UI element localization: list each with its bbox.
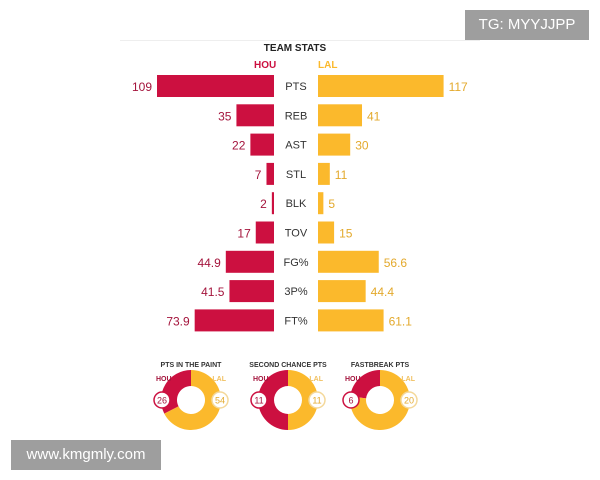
watermark-bottom: www.kmgmly.com <box>11 440 161 470</box>
slice-lal <box>288 370 319 430</box>
category-label: AST <box>285 140 307 152</box>
donut-value-badge <box>211 391 229 409</box>
value-label-lal: 5 <box>328 197 335 211</box>
donut-label-lal: LAL <box>309 376 323 383</box>
bar-lal-FT% <box>318 309 384 332</box>
value-label-hou: 2 <box>260 197 267 211</box>
category-label: REB <box>285 110 308 122</box>
bar-hou-FT% <box>194 309 274 332</box>
donut-value-lal: 20 <box>404 396 414 406</box>
donut-value-hou: 11 <box>254 396 263 406</box>
donut-value-badge <box>153 391 171 409</box>
value-label-hou: 17 <box>237 227 251 241</box>
legend-lal: LAL <box>318 60 338 71</box>
slice-lal <box>350 370 410 430</box>
bar-hou-BLK <box>271 192 274 215</box>
legend-hou: HOU <box>254 60 277 71</box>
slice-hou <box>258 370 288 430</box>
category-label: BLK <box>286 198 307 210</box>
bar-lal-BLK <box>318 192 324 215</box>
donut-title: SECOND CHANCE PTS <box>249 362 327 369</box>
value-label-hou: 73.9 <box>166 314 190 328</box>
divider <box>120 40 480 41</box>
value-label-hou: 109 <box>132 80 152 94</box>
bar-hou-TOV <box>255 221 274 244</box>
donut-label-hou: HOU <box>156 376 172 383</box>
bar-lal-TOV <box>318 221 335 244</box>
value-label-hou: 44.9 <box>197 256 221 270</box>
donut-value-badge <box>250 391 268 409</box>
value-label-lal: 44.4 <box>371 285 395 299</box>
donut-value-badge <box>400 391 418 409</box>
bar-lal-PTS <box>318 75 444 97</box>
bar-hou-REB <box>236 104 274 127</box>
bar-lal-REB <box>318 104 363 127</box>
bar-hou-3P% <box>229 280 274 303</box>
bar-lal-FG% <box>318 250 379 273</box>
value-label-lal: 30 <box>355 139 369 153</box>
donut-label-hou: HOU <box>345 376 361 383</box>
bar-lal-3P% <box>318 280 366 303</box>
value-label-hou: 22 <box>232 139 246 153</box>
chart-title: TEAM STATS <box>263 43 327 54</box>
donut-value-lal: 11 <box>312 396 321 406</box>
donut-value-hou: 26 <box>157 396 167 406</box>
value-label-lal: 11 <box>335 168 348 182</box>
value-label-hou: 7 <box>255 168 262 182</box>
bar-lal-STL <box>318 162 330 185</box>
category-label: FG% <box>283 257 308 269</box>
category-label: FT% <box>284 315 307 327</box>
donut-value-badge <box>342 391 360 409</box>
bar-hou-PTS <box>157 75 274 97</box>
slice-lal <box>164 370 222 431</box>
slice-hou <box>350 370 380 399</box>
category-label: TOV <box>285 228 308 240</box>
donut-label-lal: LAL <box>401 376 415 383</box>
category-label: STL <box>286 169 306 181</box>
value-label-lal: 117 <box>449 80 468 94</box>
donut-value-hou: 6 <box>348 396 353 406</box>
bar-hou-AST <box>250 133 274 156</box>
value-label-lal: 56.6 <box>384 256 408 270</box>
value-label-hou: 35 <box>218 109 232 123</box>
donut-title: FASTBREAK PTS <box>351 362 410 369</box>
donut-value-lal: 54 <box>215 396 225 406</box>
category-label: PTS <box>285 81 306 93</box>
bar-hou-STL <box>266 162 274 185</box>
value-label-hou: 41.5 <box>201 285 225 299</box>
value-label-lal: 15 <box>339 227 353 241</box>
value-label-lal: 61.1 <box>389 314 413 328</box>
category-label: 3P% <box>284 286 307 298</box>
watermark-top: TG: MYYJJPP <box>465 10 589 40</box>
donut-label-hou: HOU <box>253 376 269 383</box>
donut-value-badge <box>308 391 326 409</box>
donut-title: PTS IN THE PAINT <box>161 362 223 369</box>
bar-lal-AST <box>318 133 351 156</box>
bar-hou-FG% <box>225 250 274 273</box>
donut-label-lal: LAL <box>212 376 226 383</box>
value-label-lal: 41 <box>367 109 381 123</box>
